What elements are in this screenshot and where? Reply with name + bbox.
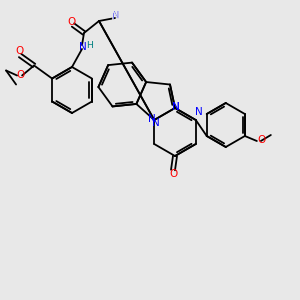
Text: N: N (111, 10, 121, 22)
Text: N: N (172, 102, 180, 112)
Text: N: N (112, 11, 120, 21)
Text: O: O (16, 70, 24, 80)
Text: N: N (79, 42, 87, 52)
Text: H: H (87, 41, 93, 50)
Text: N: N (172, 102, 180, 112)
Text: N: N (195, 107, 203, 117)
Text: O: O (67, 17, 75, 27)
Text: N: N (152, 118, 160, 128)
Text: O: O (15, 46, 23, 56)
Text: N: N (148, 114, 156, 124)
Text: O: O (169, 169, 177, 179)
Text: O: O (258, 135, 266, 145)
